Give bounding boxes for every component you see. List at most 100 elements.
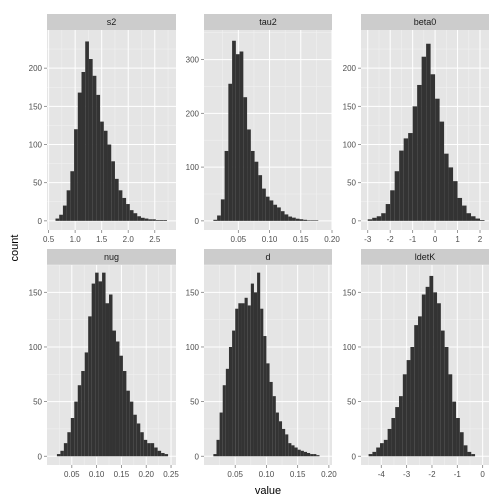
histogram-bar [107,144,112,221]
histogram-bar [103,130,108,221]
histogram-bar [262,188,266,221]
histogram-bar [448,374,453,457]
histogram-bar [247,305,251,457]
histogram-bar [77,385,82,457]
histogram-bar [112,330,116,457]
histogram-bar [129,210,134,221]
y-tick-label: 150 [186,288,200,297]
x-tick-label: 2.5 [149,235,161,244]
x-tick-label: 1.0 [70,235,82,244]
x-tick-label: 0.5 [43,235,55,244]
y-tick-label: 200 [29,64,43,73]
histogram-bar [421,56,427,221]
histogram-bar [414,325,419,457]
histogram-bar [412,106,418,221]
histogram-bar [288,443,292,457]
x-tick-label: 0.15 [293,235,309,244]
histogram-bar [453,181,458,221]
histogram-bar [269,200,274,221]
histogram-bar [109,294,113,457]
histogram-bar [122,371,127,457]
y-tick-label: 50 [190,398,199,407]
histogram-bar [314,220,319,221]
facet-strip-label-nug: nug [104,252,119,262]
histogram-bar [243,97,248,221]
histogram-bar [70,171,75,221]
histogram-bar [238,303,242,457]
histogram-bar [391,418,396,457]
y-tick-label: 150 [29,102,43,111]
histogram-bar [260,308,264,457]
histogram-bar [433,292,438,457]
histogram-bar [292,217,296,221]
histogram-bar [157,450,162,457]
x-tick-label: 1.5 [96,235,108,244]
histogram-bar [119,355,123,457]
histogram-bar [380,443,384,457]
facet-strip-label-ldetk: ldetK [415,252,436,262]
x-tick-label: 0 [433,235,438,244]
histogram-bar [100,121,104,221]
facet-strip-beta0 [361,14,489,30]
histogram-bar [235,308,239,457]
x-tick-label: 1 [455,235,460,244]
histogram-bar [435,98,440,221]
histogram-bar [59,214,63,221]
histogram-bar [148,219,153,221]
histogram-bar [147,443,151,457]
y-tick-label: 100 [343,141,357,150]
x-tick-label: 0.10 [259,470,275,479]
histogram-bar [456,418,460,457]
histogram-bar [114,178,119,221]
histogram-bar [444,153,449,221]
histogram-bar [235,54,240,221]
histogram-bar [278,421,283,457]
x-tick-label: -4 [378,470,386,479]
facet-panel-nug: nug 0 50 100 150 0.05 0.10 0.15 0.20 0.25 [29,249,179,479]
histogram-bar [250,150,255,221]
histogram-bar [152,219,156,221]
histogram-bar [239,51,244,221]
histogram-bar [161,452,165,457]
histogram-bar [217,215,221,221]
y-tick-label: 50 [33,398,42,407]
histogram-bar [232,330,236,457]
y-tick-label: 200 [186,109,200,118]
histogram-bar [63,443,68,457]
facet-strip-label-beta0: beta0 [414,17,437,27]
y-tick-label: 150 [29,288,43,297]
histogram-bar [241,303,245,457]
facet-strip-d [204,249,332,265]
histogram-bar [399,150,404,221]
x-tick-label: -3 [364,235,372,244]
y-tick-label: 100 [343,343,357,352]
histogram-bar [291,445,295,457]
histogram-bar [285,434,289,457]
histogram-bar [295,218,300,221]
histogram-bar [387,428,392,457]
histogram-bar [126,204,130,221]
histogram-bar [457,197,463,221]
x-axis-title: value [255,485,281,497]
x-tick-label: 0.10 [262,235,278,244]
histogram-bar [253,292,258,457]
histogram-bar [417,84,422,221]
histogram-bar [66,190,71,221]
x-tick-label: 0.15 [114,470,130,479]
histogram-bar [254,161,259,221]
histogram-bar [62,205,67,221]
histogram-bar [463,445,468,457]
y-tick-label: 0 [38,217,43,226]
histogram-bar [439,121,445,221]
y-tick-label: 200 [343,64,357,73]
facet-strip-label-tau2: tau2 [259,17,277,27]
x-tick-label: 0.10 [89,470,105,479]
histogram-bar [394,171,400,221]
facet-strip-tau2 [204,14,332,30]
histogram-bar [257,272,261,457]
y-tick-label: 100 [186,343,200,352]
x-tick-label: 0 [480,470,485,479]
histogram-bar [155,220,160,221]
histogram-bar [368,454,373,457]
histogram-bar [115,341,120,457]
